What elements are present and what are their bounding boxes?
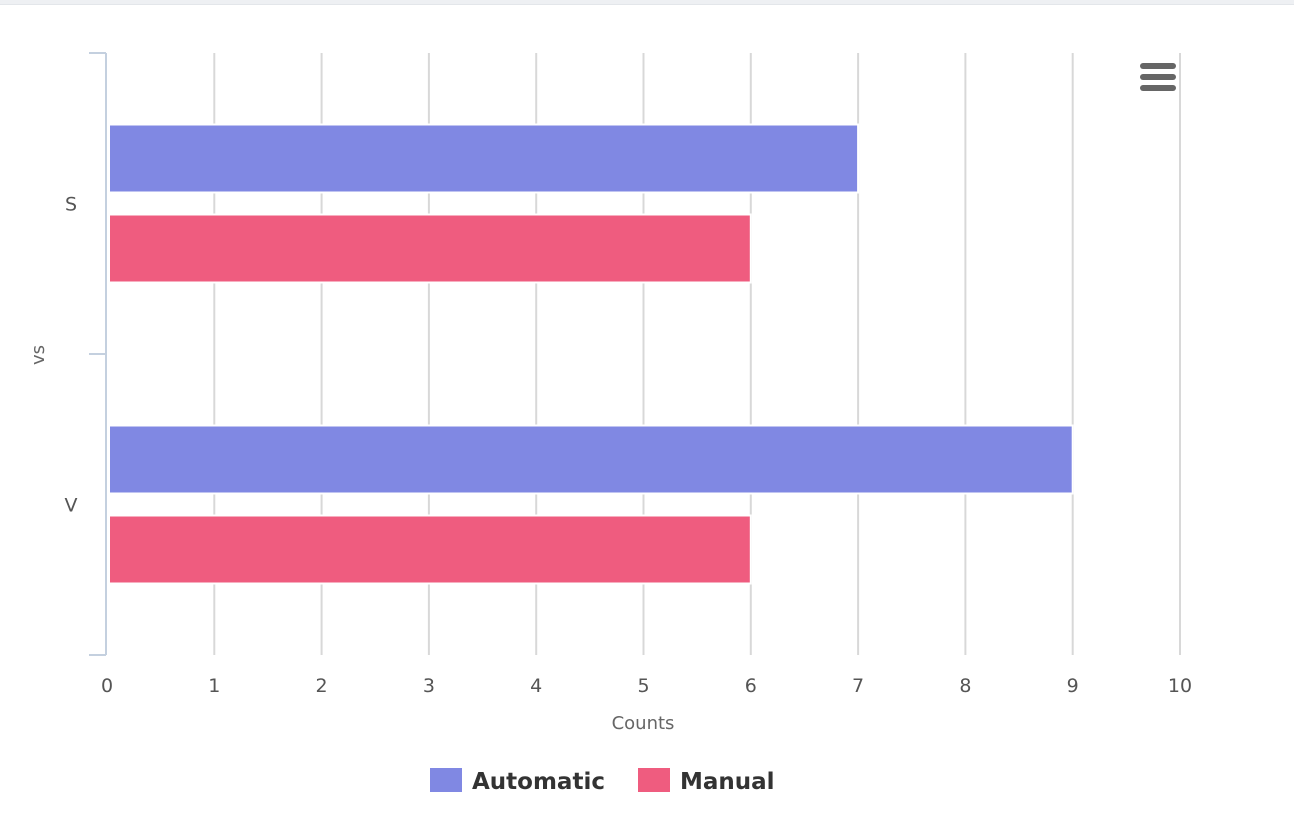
x-tick-label-5: 5 xyxy=(637,675,649,697)
category-label-s: S xyxy=(65,194,77,216)
x-tick-label-1: 1 xyxy=(208,675,220,697)
legend-item-automatic[interactable]: Automatic xyxy=(430,768,605,795)
category-axis-ticks: SV xyxy=(65,194,78,517)
legend-swatch-automatic xyxy=(430,768,462,792)
x-axis-title: Counts xyxy=(612,713,675,734)
top-divider xyxy=(0,0,1294,5)
hamburger-menu-icon xyxy=(1140,63,1176,91)
x-tick-label-3: 3 xyxy=(423,675,435,697)
bars xyxy=(108,123,1074,585)
bar-automatic-v xyxy=(108,424,1074,495)
category-axis xyxy=(89,52,107,656)
chart-menu-button[interactable] xyxy=(1132,58,1184,98)
legend-label-manual: Manual xyxy=(680,769,775,795)
x-tick-label-2: 2 xyxy=(316,675,328,697)
legend-item-manual[interactable]: Manual xyxy=(638,768,775,795)
legend-label-automatic: Automatic xyxy=(472,769,605,795)
category-label-v: V xyxy=(65,495,78,517)
x-tick-label-7: 7 xyxy=(852,675,864,697)
y-axis-title: vs xyxy=(28,345,49,365)
value-axis-ticks: 0 1 2 3 4 5 6 7 8 9 10 xyxy=(101,675,1192,697)
x-tick-label-0: 0 xyxy=(101,675,113,697)
x-tick-label-4: 4 xyxy=(530,675,542,697)
x-tick-label-9: 9 xyxy=(1067,675,1079,697)
bar-manual-s xyxy=(108,213,752,284)
x-tick-label-10: 10 xyxy=(1168,675,1192,697)
x-tick-label-8: 8 xyxy=(959,675,971,697)
x-tick-label-6: 6 xyxy=(745,675,757,697)
legend-swatch-manual xyxy=(638,768,670,792)
bar-manual-v xyxy=(108,514,752,585)
bar-automatic-s xyxy=(108,123,860,194)
legend: Automatic Manual xyxy=(430,768,775,795)
